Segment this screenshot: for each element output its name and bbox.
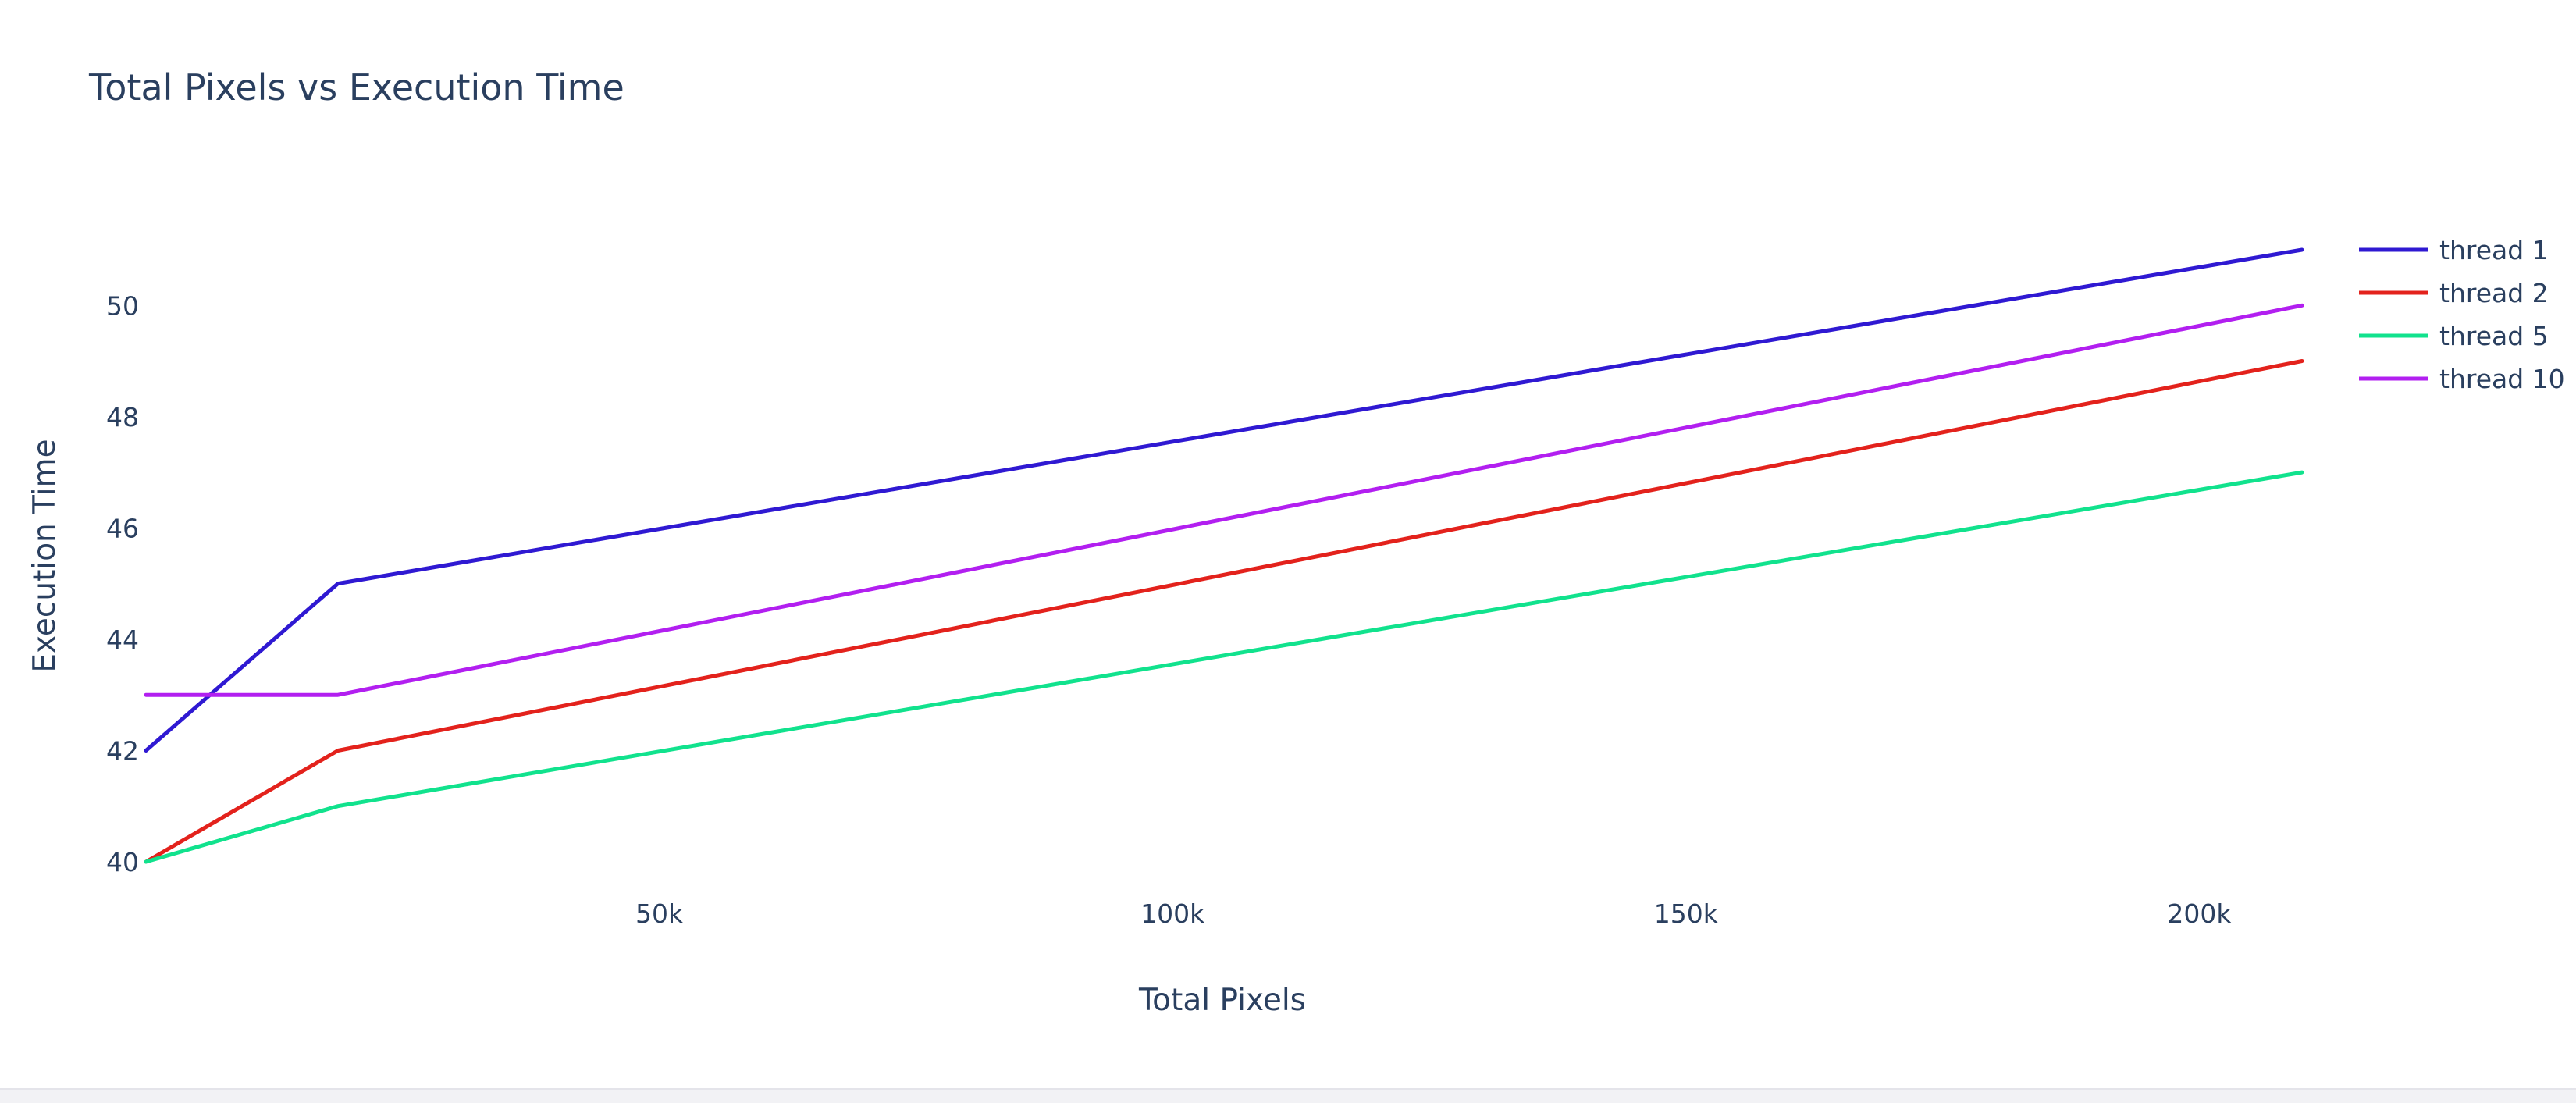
legend-label: thread 10 xyxy=(2439,364,2565,394)
legend-item-thread-1[interactable]: thread 1 xyxy=(2359,235,2549,265)
series-line-thread-1 xyxy=(144,247,2304,753)
x-tick-label: 100k xyxy=(1140,898,1205,929)
legend-item-thread-2[interactable]: thread 2 xyxy=(2359,278,2549,308)
x-tick-label: 200k xyxy=(2167,898,2232,929)
y-tick-label: 44 xyxy=(106,624,139,655)
y-tick-label: 50 xyxy=(106,290,139,321)
y-axis-title: Execution Time xyxy=(27,439,62,672)
y-tick-label: 46 xyxy=(106,513,139,543)
series-line-thread-5 xyxy=(144,470,2304,864)
legend-label: thread 1 xyxy=(2439,235,2549,265)
y-tick-label: 42 xyxy=(106,735,139,766)
legend-label: thread 2 xyxy=(2439,278,2549,308)
chart-title: Total Pixels vs Execution Time xyxy=(88,66,624,109)
x-tick-label: 50k xyxy=(635,898,684,929)
legend-item-thread-10[interactable]: thread 10 xyxy=(2359,364,2565,394)
x-axis-title: Total Pixels xyxy=(1138,983,1306,1018)
legend-label: thread 5 xyxy=(2439,321,2549,351)
footer-divider xyxy=(0,1088,2576,1103)
y-tick-label: 40 xyxy=(106,847,139,877)
y-tick-label: 48 xyxy=(106,402,139,432)
series-line-thread-2 xyxy=(144,359,2304,864)
x-tick-label: 150k xyxy=(1654,898,1719,929)
series-line-thread-10 xyxy=(144,303,2304,697)
legend-item-thread-5[interactable]: thread 5 xyxy=(2359,321,2549,351)
